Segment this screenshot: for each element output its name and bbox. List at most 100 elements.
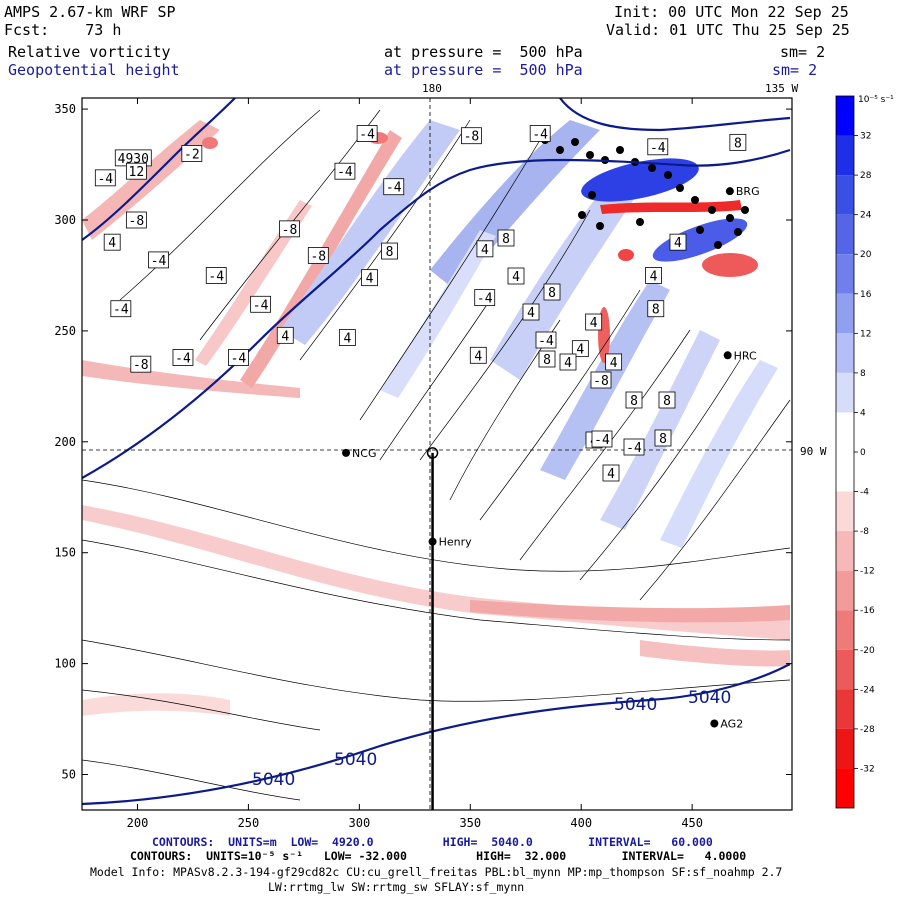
vorticity-label: -4 <box>356 125 378 142</box>
colorbar-swatch <box>836 96 854 136</box>
svg-text:4: 4 <box>481 243 489 258</box>
svg-text:-4: -4 <box>151 254 167 269</box>
field2-level: at pressure = 500 hPa <box>384 61 583 79</box>
vorticity-label: 4 <box>645 267 662 284</box>
svg-text:-8: -8 <box>310 249 326 264</box>
y-tick-label: 150 <box>54 546 76 560</box>
vorticity-label: -8 <box>130 355 152 373</box>
svg-text:-4: -4 <box>231 352 247 367</box>
colorbar-swatch <box>836 372 854 413</box>
svg-text:8: 8 <box>652 303 660 318</box>
colorbar-tick-label: 0 <box>860 448 866 458</box>
vorticity-label: -8 <box>590 371 612 389</box>
svg-text:-4: -4 <box>594 433 610 448</box>
svg-text:-4: -4 <box>532 127 548 142</box>
colorbar-tick-label: -16 <box>860 606 875 616</box>
vorticity-label: 4 <box>338 329 356 347</box>
colorbar-tick-label: 4 <box>860 408 866 418</box>
svg-text:-4: -4 <box>113 303 129 318</box>
colorbar-swatch <box>836 135 854 176</box>
vorticity-label: -4 <box>94 169 116 187</box>
svg-text:4: 4 <box>512 270 520 285</box>
colorbar: 10⁻⁵ s⁻¹ 32 28 24 20 16 12 8 4 0 -4 -8 -12 -16 -20 -24 -… <box>835 95 894 809</box>
svg-text:4: 4 <box>108 236 116 251</box>
top-label-135w: 135 W <box>765 82 798 95</box>
svg-text:BRG: BRG <box>736 185 760 198</box>
x-tick-label: 250 <box>238 816 260 830</box>
field1-smoothing: sm= 2 <box>780 43 826 61</box>
colorbar-swatch <box>836 531 854 571</box>
svg-text:-4: -4 <box>650 141 666 156</box>
svg-text:8: 8 <box>663 394 671 409</box>
colorbar-tick-label: 32 <box>860 132 871 142</box>
vorticity-label: 8 <box>654 429 672 447</box>
svg-text:4: 4 <box>474 349 482 364</box>
colorbar-swatch <box>836 254 854 294</box>
station-ag2: AG2 <box>710 717 743 730</box>
y-tick-label: 250 <box>54 324 76 338</box>
vorticity-contour-info: CONTOURS: UNITS=10⁻⁵ s⁻¹ LOW= -32.000 HI… <box>130 849 747 863</box>
vorticity-label: 4 <box>605 353 623 371</box>
svg-text:4: 4 <box>527 306 535 321</box>
vorticity-label: -4 <box>205 267 227 284</box>
cross-section <box>426 447 439 810</box>
colorbar-swatch <box>836 768 854 808</box>
colorbar-swatch <box>836 610 854 650</box>
svg-text:4: 4 <box>366 272 374 287</box>
svg-text:4: 4 <box>650 269 658 284</box>
colorbar-tick-label: 20 <box>860 250 872 260</box>
svg-text:-4: -4 <box>477 292 493 307</box>
vorticity-label: 8 <box>538 350 556 368</box>
x-tick-label: 350 <box>459 816 481 830</box>
height-contour-info: CONTOURS: UNITS=m LOW= 4920.0 HIGH= 5040… <box>152 835 713 849</box>
vorticity-label: 8 <box>658 391 676 409</box>
vorticity-label: 4 <box>571 340 589 358</box>
vorticity-label: 4 <box>507 267 525 285</box>
colorbar-swatch <box>836 333 854 373</box>
svg-text:8: 8 <box>386 245 394 260</box>
colorbar-tick-label: 12 <box>860 329 871 339</box>
right-label-90w: 90 W <box>800 445 827 458</box>
vorticity-label: -4 <box>250 295 272 313</box>
colorbar-tick-label: -8 <box>860 527 869 537</box>
field1-name: Relative vorticity <box>8 43 171 61</box>
vorticity-label: -4 <box>535 331 557 349</box>
valid-time: Valid: 01 UTC Thu 25 Sep 25 <box>606 21 850 39</box>
vorticity-label: -4 <box>383 178 405 196</box>
svg-text:-8: -8 <box>282 223 298 238</box>
forecast-hour: Fcst: 73 h <box>4 21 122 39</box>
axis-ticks: 200 250 300 350 400 450 50 100 150 200 250 300 350 <box>54 98 792 830</box>
vorticity-label: 8 <box>625 391 643 409</box>
vorticity-contour-labels: 4930 -212-4-84-4-4-4-4-8 -4 -44-8-4-4-4 -844… <box>94 125 747 482</box>
x-tick-label: 400 <box>570 816 592 830</box>
x-tick-label: 200 <box>127 816 149 830</box>
svg-text:4: 4 <box>674 236 682 251</box>
vorticity-label: -4 <box>529 125 551 142</box>
vorticity-label: -4 <box>623 438 645 456</box>
vorticity-label: -4 <box>591 430 613 448</box>
svg-text:4: 4 <box>343 332 351 347</box>
svg-text:8: 8 <box>734 136 742 151</box>
height-contour-label: 5040 <box>252 770 295 790</box>
vorticity-label: 4 <box>669 233 687 251</box>
colorbar-swatch <box>836 649 854 690</box>
vorticity-label: 4 <box>522 303 540 321</box>
colorbar-tick-label: 24 <box>860 211 872 221</box>
colorbar-swatch <box>836 214 854 255</box>
vorticity-label: -4 <box>228 349 249 367</box>
svg-text:4: 4 <box>576 343 584 358</box>
svg-text:12: 12 <box>129 165 145 180</box>
svg-text:8: 8 <box>543 353 551 368</box>
vorticity-label: 4 <box>103 233 121 251</box>
vorticity-label: 4 <box>476 240 494 258</box>
stations: NCG Henry HRC BRG AG2 <box>342 185 760 730</box>
colorbar-tick-label: -28 <box>860 725 875 735</box>
svg-text:-4: -4 <box>253 298 269 313</box>
svg-text:-4: -4 <box>538 334 554 349</box>
colorbar-tick-label: -4 <box>860 488 869 498</box>
svg-text:AG2: AG2 <box>720 717 743 730</box>
init-time: Init: 00 UTC Mon 22 Sep 25 <box>614 3 849 21</box>
vorticity-label: 8 <box>497 229 515 247</box>
svg-text:4: 4 <box>610 356 618 371</box>
x-tick-label: 450 <box>681 816 703 830</box>
